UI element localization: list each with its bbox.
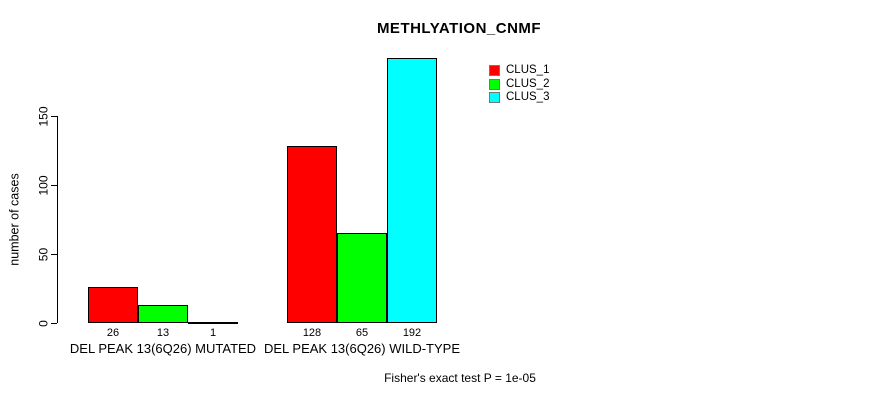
y-axis-tick [51,253,57,255]
y-axis-tick-label: 100 [36,174,51,196]
bar-clus_3-group2 [387,58,437,323]
y-axis-line [57,116,58,323]
category-label: DEL PEAK 13(6Q26) MUTATED [69,341,257,356]
bar-clus_1-group1 [88,287,138,323]
y-axis-tick-label: 150 [36,105,51,127]
category-label: DEL PEAK 13(6Q26) WILD-TYPE [263,341,461,356]
y-axis-tick [51,184,57,186]
bar-clus_1-group2 [287,146,337,323]
chart-title: METHLYATION_CNMF [376,20,542,37]
bar-value-label: 1 [209,327,217,339]
bar-clus_3-group1 [188,321,238,324]
bar-value-label: 13 [156,327,170,339]
y-axis-tick-label: 50 [36,247,51,261]
legend-swatch-icon [489,78,500,90]
legend-label: CLUS_1 [506,64,550,77]
y-axis-tick [51,115,57,117]
bar-value-label: 26 [106,327,120,339]
bar-value-label: 128 [302,327,322,339]
bar-value-label: 192 [402,327,422,339]
legend-swatch-icon [489,92,500,104]
legend-item-clus_1: CLUS_1 [489,64,549,78]
legend: CLUS_1 CLUS_2 CLUS_3 [489,64,549,105]
bar-clus_2-group2 [337,233,387,323]
legend-item-clus_2: CLUS_2 [489,78,549,92]
bar-clus_2-group1 [138,305,188,323]
legend-swatch-icon [489,65,500,77]
legend-label: CLUS_3 [506,91,550,104]
y-axis-label: number of cases [7,173,22,266]
y-axis-tick-label: 0 [36,319,51,327]
footnote: Fisher's exact test P = 1e-05 [384,371,536,385]
y-axis-tick [51,322,57,324]
bar-value-label: 65 [355,327,369,339]
legend-item-clus_3: CLUS_3 [489,91,549,105]
legend-label: CLUS_2 [506,77,550,90]
